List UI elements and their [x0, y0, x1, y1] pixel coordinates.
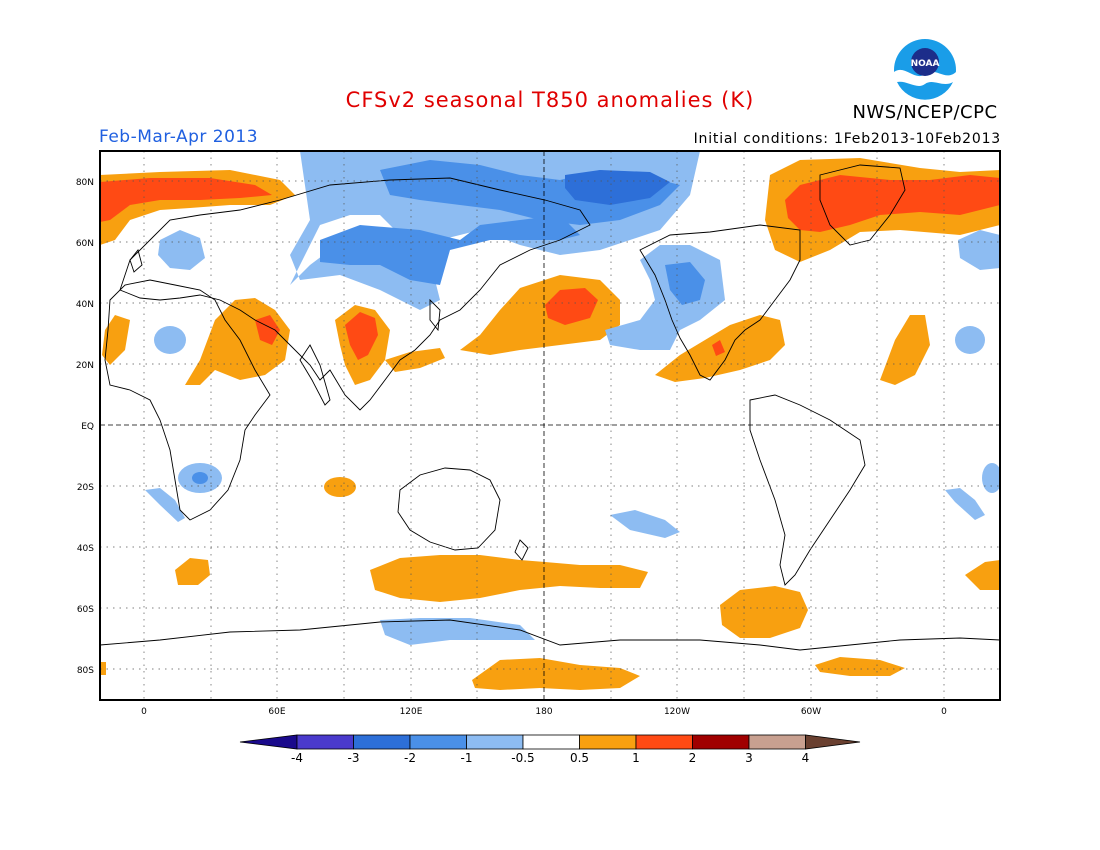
legend-label: -1	[461, 751, 473, 765]
gridlines	[100, 151, 1000, 700]
anomaly-region-wafrica-pos	[102, 315, 130, 365]
legend-arrow-right	[805, 734, 861, 750]
anomaly-region-atl-neg	[154, 326, 186, 354]
lat-label: 80N	[76, 178, 94, 188]
map-frame	[99, 150, 1001, 701]
lon-label: 0	[941, 707, 947, 717]
anomaly-region-mideast-pos-strong	[255, 315, 280, 345]
coast-africa	[104, 279, 271, 521]
coast-namerica	[639, 224, 801, 381]
anomaly-region-asia-pos-2	[385, 348, 445, 372]
legend-label: 3	[745, 751, 753, 765]
anomaly-region-arctic-neg-strong	[320, 215, 580, 285]
longitude-labels: 0 60E 120E 180 120W 60W 0	[141, 707, 947, 717]
anomaly-region-scand-neg-wrap	[958, 230, 1000, 270]
lat-label: 40N	[76, 300, 94, 310]
lon-label: 120W	[664, 707, 690, 717]
coast-india	[299, 344, 331, 406]
anomaly-region-soc-pos-3	[720, 586, 808, 638]
anomaly-region-europe-pos-strong	[100, 178, 272, 222]
coastlines	[100, 164, 1000, 651]
legend-swatch	[579, 734, 637, 750]
anomaly-region-satl-neg	[145, 488, 185, 522]
anomaly-region-antarctic-pos-2	[815, 657, 905, 676]
coast-australia	[397, 467, 501, 551]
legend-arrow-left	[239, 734, 298, 750]
lon-label: 120E	[400, 707, 423, 717]
anomaly-region-satl-neg-wrap	[945, 488, 985, 520]
legend-swatch	[692, 734, 750, 750]
legend-label: -0.5	[511, 751, 534, 765]
agency-label: NWS/NCEP/CPC	[852, 102, 998, 123]
anomaly-region-safrica-neg-wrap	[982, 463, 1000, 493]
anomaly-region-asia-pos-strong	[345, 312, 378, 360]
legend-swatch	[466, 734, 524, 750]
lat-label: 60N	[76, 239, 94, 249]
colorbar-legend: -4 -3 -2 -1 -0.5 0.5 1 2 3 4	[239, 734, 861, 765]
anomaly-region-safrica-neg-strong	[192, 472, 208, 484]
lon-label: 0	[141, 707, 147, 717]
lon-label: 60E	[268, 707, 285, 717]
lat-label: 80S	[77, 666, 94, 676]
anomaly-region-atlantic-pos	[880, 315, 930, 385]
anomaly-region-npacific-pos-strong	[545, 288, 598, 325]
anomaly-region-arctic-neg-core	[565, 170, 670, 205]
forecast-period: Feb-Mar-Apr 2013	[99, 127, 259, 147]
legend-label: 1	[632, 751, 640, 765]
coast-nz	[514, 539, 529, 561]
anomaly-region-aus-pos	[324, 477, 356, 497]
legend-label: -3	[348, 751, 360, 765]
anomaly-shading	[100, 151, 1000, 690]
anomaly-region-antarctic-pos	[472, 658, 640, 690]
lon-label: 60W	[801, 707, 821, 717]
anomaly-region-soc-pos-1	[370, 555, 648, 602]
legend-swatch	[522, 734, 580, 750]
anomaly-region-greenland-pos-strong	[785, 175, 1000, 232]
lat-label: EQ	[81, 422, 94, 432]
anomaly-region-spac-neg	[610, 510, 680, 538]
coast-samerica	[749, 394, 866, 586]
legend-swatch	[635, 734, 693, 750]
anomaly-region-mexico-pos-strong	[712, 340, 725, 356]
noaa-logo: NOAA	[893, 38, 957, 109]
lat-label: 20S	[77, 483, 94, 493]
coast-greenland	[819, 164, 906, 246]
anomaly-region-namerica-neg-strong	[665, 262, 705, 305]
legend-swatch	[296, 734, 354, 750]
anomaly-region-atl-neg-wrap	[955, 326, 985, 354]
legend-swatch	[748, 734, 806, 750]
anomaly-region-antarctic-pos-3	[100, 662, 106, 675]
coast-eurasia	[119, 177, 591, 411]
coast-antarctica	[100, 619, 1000, 651]
lon-label: 180	[535, 707, 552, 717]
legend-label: -2	[404, 751, 416, 765]
legend-label: 2	[689, 751, 697, 765]
logo-text: NOAA	[911, 59, 940, 69]
legend-swatch	[409, 734, 467, 750]
page-title: CFSv2 seasonal T850 anomalies (K)	[345, 88, 755, 112]
lat-label: 40S	[77, 544, 94, 554]
lat-label: 20N	[76, 361, 94, 371]
latitude-labels: 80N 60N 40N 20N EQ 20S 40S 60S 80S	[76, 178, 94, 676]
anomaly-region-soc-pos-4	[965, 560, 1000, 590]
legend-label: 0.5	[570, 751, 589, 765]
anomaly-region-antarctic-neg	[380, 618, 535, 645]
anomaly-region-soc-pos-2	[175, 558, 210, 585]
legend-label: -4	[291, 751, 303, 765]
lat-label: 60S	[77, 605, 94, 615]
legend-swatch	[353, 734, 411, 750]
anomaly-region-scand-neg	[158, 230, 205, 270]
initial-conditions: Initial conditions: 1Feb2013-10Feb2013	[693, 131, 1001, 147]
coast-japan	[429, 298, 441, 332]
legend-label: 4	[802, 751, 810, 765]
coast-uk	[129, 249, 143, 273]
